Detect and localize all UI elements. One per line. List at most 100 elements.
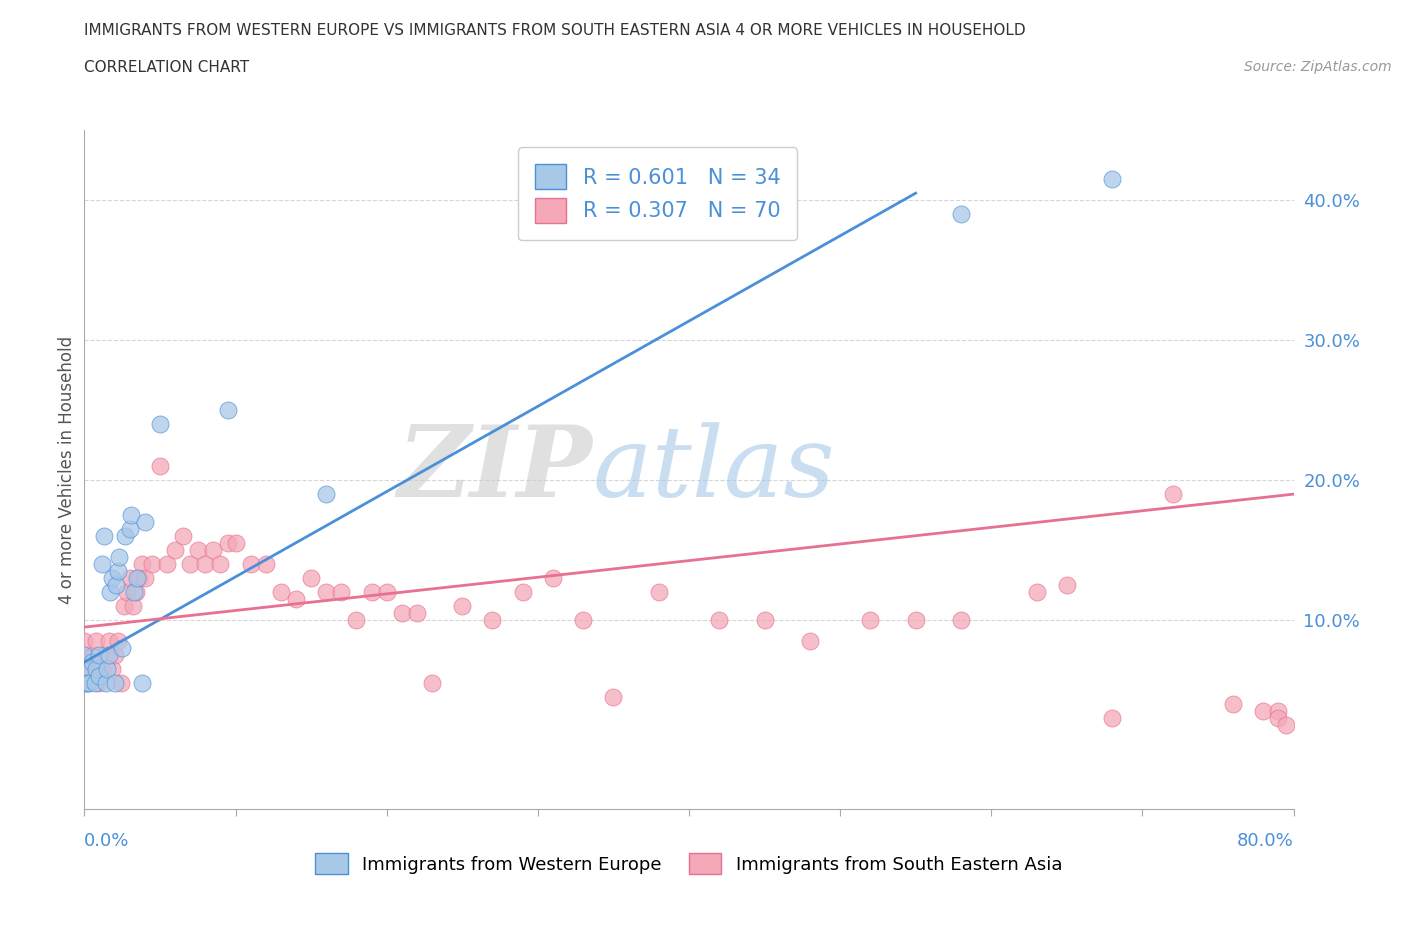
Point <box>82 647 104 662</box>
Point <box>194 557 217 572</box>
Point <box>284 591 308 606</box>
Point <box>799 633 821 648</box>
Point <box>108 550 131 565</box>
Point <box>391 605 413 620</box>
Point <box>1222 697 1244 711</box>
Point <box>104 676 127 691</box>
Point <box>239 557 262 572</box>
Point <box>375 585 398 600</box>
Point <box>100 571 122 586</box>
Point <box>134 571 156 586</box>
Point <box>84 676 107 691</box>
Point <box>346 613 368 628</box>
Point <box>859 613 882 628</box>
Point <box>647 585 671 600</box>
Point <box>76 676 98 691</box>
Point <box>602 690 624 705</box>
Point <box>80 655 103 670</box>
Point <box>1267 711 1289 725</box>
Point <box>172 528 194 543</box>
Point <box>94 647 117 662</box>
Point <box>217 536 239 551</box>
Point <box>73 661 96 676</box>
Point <box>481 613 503 628</box>
Point <box>420 676 443 691</box>
Text: Source: ZipAtlas.com: Source: ZipAtlas.com <box>1244 60 1392 74</box>
Point <box>76 676 98 691</box>
Point <box>1101 711 1123 725</box>
Point <box>315 585 337 600</box>
Point <box>128 571 150 586</box>
Point <box>79 661 101 676</box>
Point <box>100 661 122 676</box>
Point <box>107 633 129 648</box>
Point <box>104 647 127 662</box>
Point <box>1251 704 1274 719</box>
Text: 80.0%: 80.0% <box>1237 832 1294 850</box>
Point <box>149 458 172 473</box>
Point <box>1267 704 1289 719</box>
Point <box>97 633 120 648</box>
Text: CORRELATION CHART: CORRELATION CHART <box>84 60 249 75</box>
Legend: Immigrants from Western Europe, Immigrants from South Eastern Asia: Immigrants from Western Europe, Immigran… <box>308 846 1070 882</box>
Point <box>73 647 96 662</box>
Point <box>512 585 534 600</box>
Point <box>134 514 156 529</box>
Point <box>1025 585 1047 600</box>
Point <box>105 578 128 592</box>
Point <box>111 641 134 656</box>
Point <box>754 613 776 628</box>
Point <box>73 661 96 676</box>
Point <box>73 633 96 648</box>
Point <box>406 605 429 620</box>
Point <box>1161 486 1184 501</box>
Point <box>209 557 232 572</box>
Point <box>179 557 201 572</box>
Point <box>127 571 149 586</box>
Text: IMMIGRANTS FROM WESTERN EUROPE VS IMMIGRANTS FROM SOUTH EASTERN ASIA 4 OR MORE V: IMMIGRANTS FROM WESTERN EUROPE VS IMMIGR… <box>84 23 1026 38</box>
Point <box>299 571 322 586</box>
Point <box>125 585 148 600</box>
Point <box>225 536 247 551</box>
Point <box>98 585 121 600</box>
Point <box>131 676 153 691</box>
Point <box>122 585 145 600</box>
Point <box>97 647 120 662</box>
Point <box>572 613 595 628</box>
Point <box>110 676 132 691</box>
Text: atlas: atlas <box>592 422 835 517</box>
Point <box>89 676 111 691</box>
Point <box>451 599 474 614</box>
Point <box>86 633 108 648</box>
Point <box>1101 172 1123 187</box>
Point <box>91 661 114 676</box>
Point <box>904 613 927 628</box>
Point <box>89 669 111 684</box>
Point <box>112 599 135 614</box>
Y-axis label: 4 or more Vehicles in Household: 4 or more Vehicles in Household <box>58 336 76 604</box>
Text: ZIP: ZIP <box>398 421 592 518</box>
Point <box>86 661 108 676</box>
Point <box>118 571 141 586</box>
Point <box>77 676 100 691</box>
Point <box>1056 578 1078 592</box>
Point <box>131 557 153 572</box>
Point <box>950 613 973 628</box>
Point <box>89 647 111 662</box>
Point <box>96 661 118 676</box>
Point <box>73 676 96 691</box>
Point <box>120 508 142 523</box>
Point <box>156 557 179 572</box>
Text: 0.0%: 0.0% <box>84 832 129 850</box>
Point <box>91 557 114 572</box>
Point <box>541 571 564 586</box>
Point <box>121 599 143 614</box>
Point <box>118 522 141 537</box>
Point <box>141 557 163 572</box>
Point <box>709 613 731 628</box>
Point <box>115 585 138 600</box>
Point <box>149 417 172 432</box>
Point <box>330 585 353 600</box>
Point <box>187 543 209 558</box>
Point <box>950 206 973 221</box>
